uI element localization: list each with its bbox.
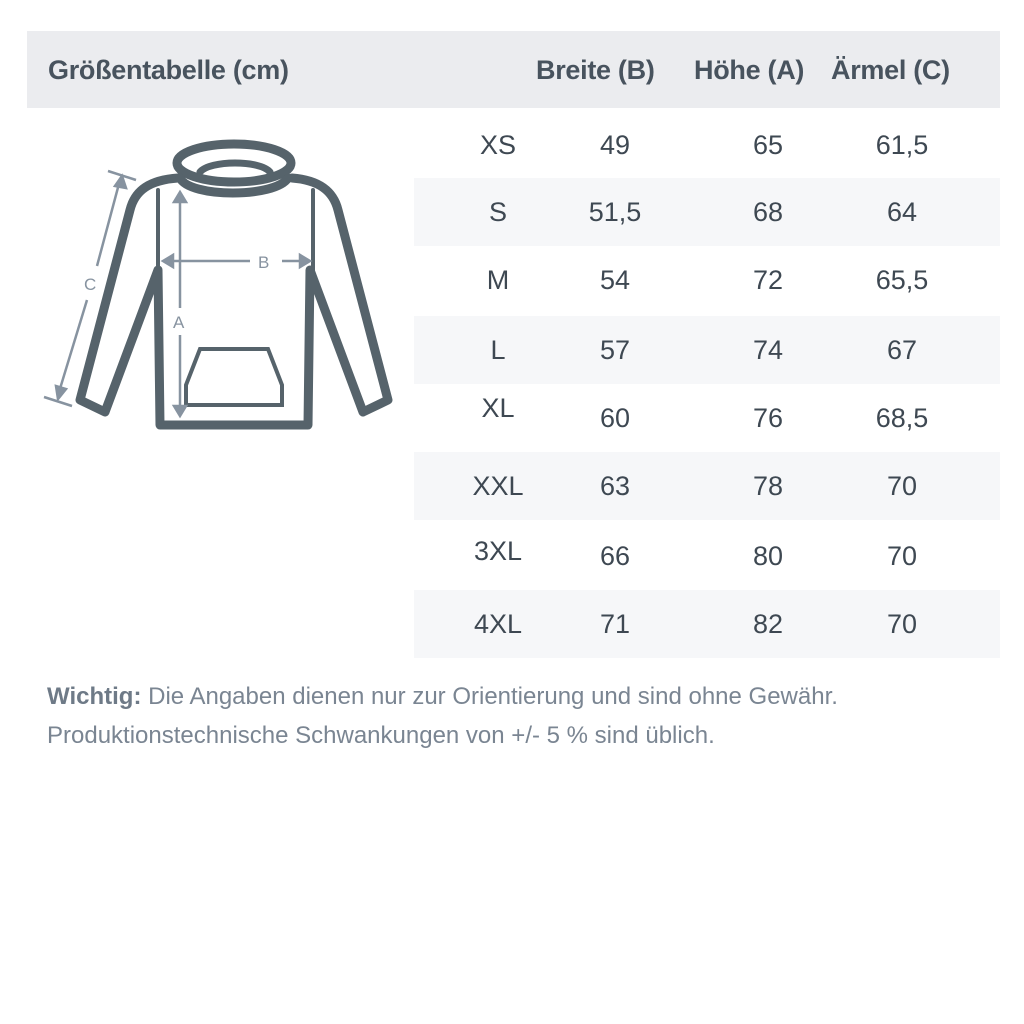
label-c: C bbox=[84, 275, 96, 294]
size-cell: M bbox=[486, 265, 510, 295]
value-cell-c: 68,5 bbox=[875, 403, 929, 433]
column-header-breite: Breite (B) bbox=[536, 55, 655, 85]
value-cell-a: 65 bbox=[752, 130, 784, 160]
value-cell-b: 49 bbox=[599, 130, 631, 160]
label-a: A bbox=[173, 313, 185, 332]
value-cell-c: 67 bbox=[886, 335, 918, 365]
size-cell: S bbox=[488, 197, 507, 227]
size-cell: XXL bbox=[472, 471, 524, 501]
value-cell-a: 76 bbox=[752, 403, 784, 433]
value-cell-b: 60 bbox=[599, 403, 631, 433]
value-cell-b: 54 bbox=[599, 265, 631, 295]
note-line1: Die Angaben dienen nur zur Orientierung … bbox=[141, 683, 838, 710]
value-cell-a: 68 bbox=[752, 197, 784, 227]
table-row: XXL 63 78 70 bbox=[414, 452, 1000, 520]
page-title: Größentabelle (cm) bbox=[48, 55, 289, 85]
hoodie-diagram: B A C bbox=[43, 139, 393, 430]
value-cell-c: 70 bbox=[886, 609, 918, 639]
size-cell: XS bbox=[479, 130, 517, 160]
table-row: XS 49 65 61,5 bbox=[414, 111, 1000, 179]
value-cell-a: 72 bbox=[752, 265, 784, 295]
value-cell-b: 71 bbox=[599, 609, 631, 639]
column-header-hoehe: Höhe (A) bbox=[694, 55, 805, 85]
value-cell-a: 82 bbox=[752, 609, 784, 639]
note-bold: Wichtig: bbox=[47, 683, 142, 710]
table-header: Größentabelle (cm) Breite (B) Höhe (A) Ä… bbox=[27, 31, 1000, 108]
size-cell: 3XL bbox=[473, 536, 523, 566]
table-row: M 54 72 65,5 bbox=[414, 246, 1000, 314]
value-cell-c: 65,5 bbox=[875, 265, 929, 295]
value-cell-c: 70 bbox=[886, 541, 918, 571]
pocket-icon bbox=[184, 347, 284, 407]
table-row: XL 60 76 68,5 bbox=[414, 384, 1000, 452]
size-cell: 4XL bbox=[473, 609, 523, 639]
value-cell-b: 66 bbox=[599, 541, 631, 571]
disclaimer-note: Wichtig: Die Angaben dienen nur zur Orie… bbox=[47, 677, 838, 755]
measure-lines bbox=[43, 169, 313, 419]
note-line2: Produktionstechnische Schwankungen von +… bbox=[47, 722, 715, 749]
table-row: 3XL 66 80 70 bbox=[414, 522, 1000, 590]
size-cell: XL bbox=[481, 393, 515, 423]
value-cell-c: 61,5 bbox=[875, 130, 929, 160]
column-header-aermel: Ärmel (C) bbox=[831, 55, 950, 85]
label-b: B bbox=[258, 253, 269, 272]
value-cell-c: 70 bbox=[886, 471, 918, 501]
size-cell: L bbox=[490, 335, 506, 365]
value-cell-a: 78 bbox=[752, 471, 784, 501]
table-row: S 51,5 68 64 bbox=[414, 178, 1000, 246]
value-cell-b: 57 bbox=[599, 335, 631, 365]
value-cell-a: 74 bbox=[752, 335, 784, 365]
table-row: L 57 74 67 bbox=[414, 316, 1000, 384]
hoodie-outline-icon bbox=[75, 139, 393, 430]
value-cell-c: 64 bbox=[886, 197, 918, 227]
value-cell-a: 80 bbox=[752, 541, 784, 571]
value-cell-b: 63 bbox=[599, 471, 631, 501]
table-row: 4XL 71 82 70 bbox=[414, 590, 1000, 658]
value-cell-b: 51,5 bbox=[588, 197, 642, 227]
